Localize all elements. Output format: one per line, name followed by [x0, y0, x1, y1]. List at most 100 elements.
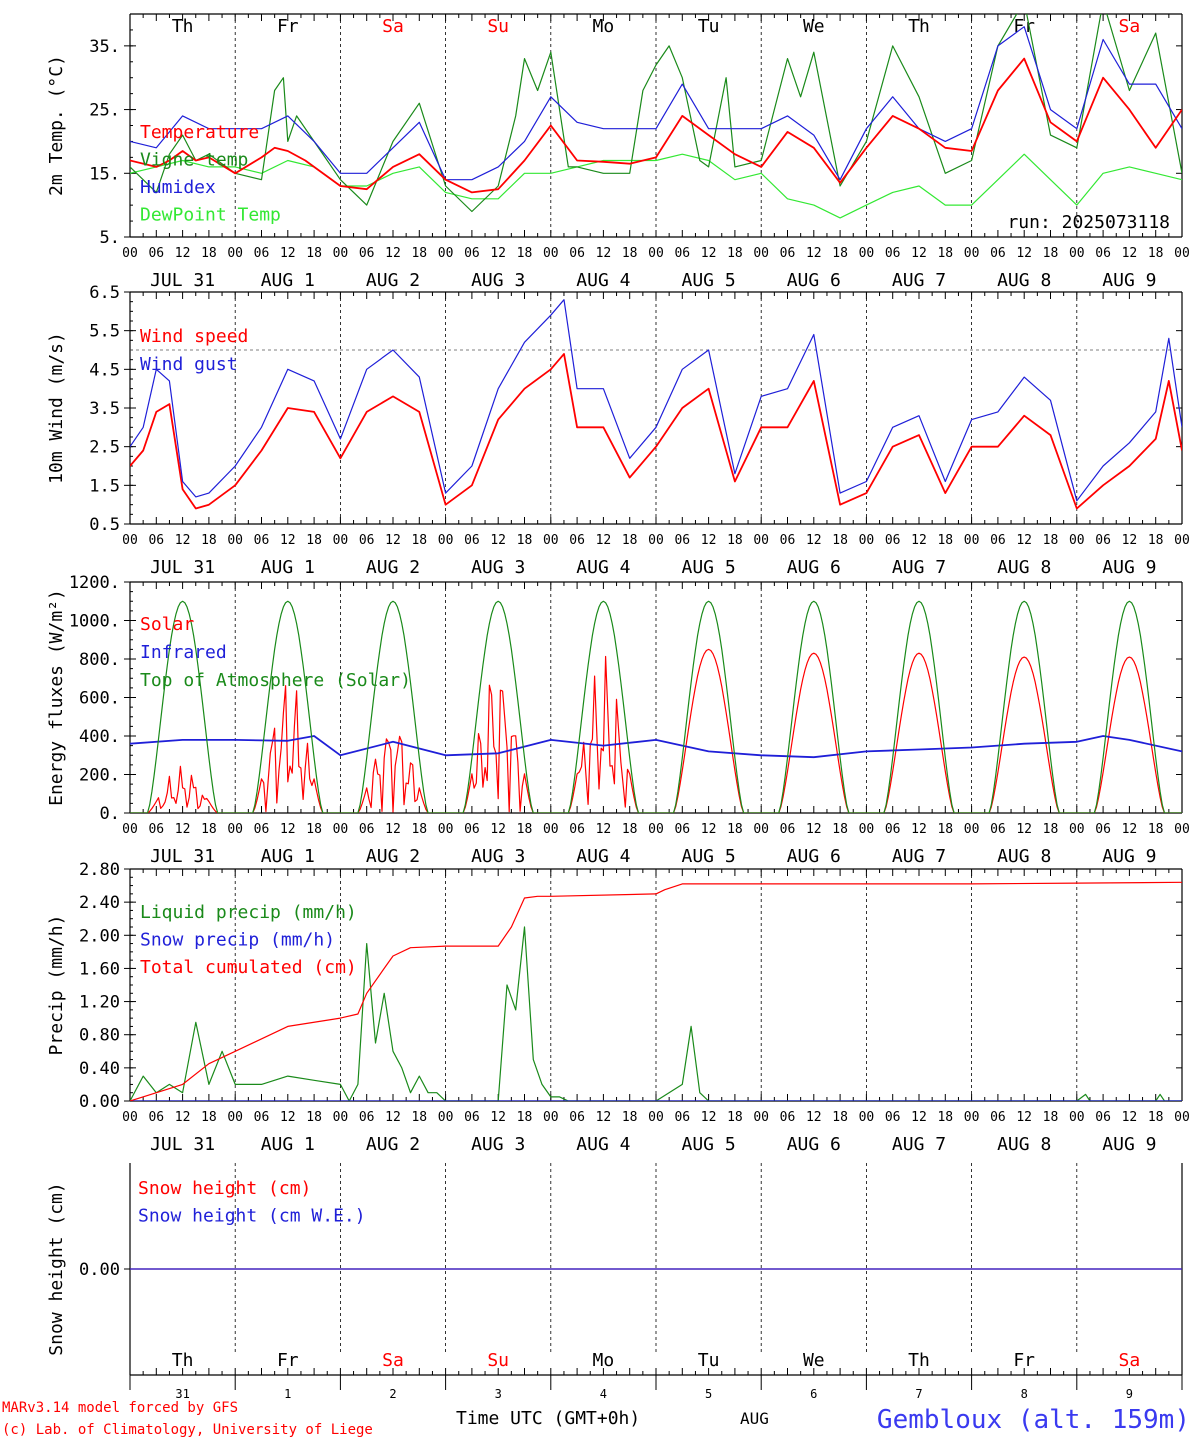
y-tick-label: 1200. — [69, 573, 120, 593]
hour-tick-label: 06 — [359, 246, 375, 261]
precip-series — [130, 881, 1182, 1101]
hour-tick-label: 00 — [648, 533, 664, 548]
y-axis-label: 2m Temp. (°C) — [46, 55, 67, 196]
hour-tick-label: 12 — [806, 533, 822, 548]
hour-tick-label: 18 — [1043, 1110, 1059, 1125]
hour-tick-label: 06 — [990, 1110, 1006, 1125]
date-label: AUG 7 — [892, 846, 946, 867]
hour-tick-label: 12 — [175, 822, 191, 837]
hour-tick-label: 00 — [438, 822, 454, 837]
hour-tick-label: 00 — [1174, 246, 1190, 261]
hour-tick-label: 00 — [1174, 533, 1190, 548]
hour-tick-label: 18 — [832, 1110, 848, 1125]
date-label: AUG 9 — [1102, 1134, 1156, 1155]
weekday-label: We — [803, 1350, 825, 1371]
hour-tick-label: 00 — [964, 533, 980, 548]
hour-tick-label: 00 — [648, 246, 664, 261]
legend-entry: Infrared — [140, 642, 227, 663]
hour-tick-label: 06 — [148, 533, 164, 548]
y-tick-label: 25. — [89, 101, 120, 121]
hour-tick-label: 00 — [1069, 246, 1085, 261]
date-label: AUG 4 — [576, 1134, 630, 1155]
y-axis-label: Precip (mm/h) — [46, 915, 67, 1056]
legend-entry: Temperature — [140, 122, 259, 143]
series-line-top-of-atmosphere-solar — [130, 600, 1182, 813]
hour-tick-label: 18 — [1148, 822, 1164, 837]
hour-tick-label: 18 — [517, 1110, 533, 1125]
series-line-liquid-precip-mm-h — [130, 926, 1182, 1101]
hour-tick-label: 00 — [964, 246, 980, 261]
wind-series — [130, 299, 1182, 510]
hour-tick-label: 18 — [306, 822, 322, 837]
date-label: JUL 31 — [150, 270, 215, 291]
hour-tick-label: 18 — [306, 533, 322, 548]
hour-tick-label: 06 — [359, 1110, 375, 1125]
hour-tick-label: 06 — [780, 1110, 796, 1125]
hour-tick-label: 06 — [148, 822, 164, 837]
hour-tick-label: 06 — [254, 246, 270, 261]
y-tick-label: 1.20 — [79, 993, 120, 1013]
hour-tick-label: 06 — [674, 246, 690, 261]
y-tick-label: 0.00 — [79, 1092, 120, 1112]
lab-credit: (c) Lab. of Climatology, University of L… — [2, 1422, 373, 1438]
date-label: AUG 8 — [997, 846, 1051, 867]
legend-entry: Humidex — [140, 177, 216, 198]
hour-tick-label: 18 — [517, 246, 533, 261]
weekday-label: Mo — [593, 16, 615, 37]
y-tick-label: 2.00 — [79, 926, 120, 946]
date-label: AUG 7 — [892, 270, 946, 291]
legend-entry: Snow precip (mm/h) — [140, 930, 335, 951]
hour-tick-label: 06 — [990, 533, 1006, 548]
model-credit: MARv3.14 model forced by GFS — [2, 1400, 238, 1416]
weekday-label: Mo — [593, 1350, 615, 1371]
hour-tick-label: 18 — [306, 1110, 322, 1125]
hour-tick-label: 00 — [333, 1110, 349, 1125]
hour-tick-label: 12 — [490, 1110, 506, 1125]
date-label: AUG 5 — [682, 270, 736, 291]
series-line-humidex — [130, 26, 1182, 181]
hour-tick-label: 12 — [280, 1110, 296, 1125]
hour-tick-label: 18 — [937, 822, 953, 837]
footer: MARv3.14 model forced by GFS (c) Lab. of… — [2, 1400, 1190, 1438]
hour-tick-label: 12 — [175, 246, 191, 261]
hour-tick-label: 00 — [1174, 822, 1190, 837]
hour-tick-label: 18 — [517, 822, 533, 837]
date-label: AUG 3 — [471, 270, 525, 291]
hour-tick-label: 18 — [411, 533, 427, 548]
y-tick-label: 0. — [100, 804, 120, 824]
weekday-label: Su — [487, 1350, 509, 1371]
day-number: 31 — [175, 1387, 189, 1401]
date-label: AUG 1 — [261, 270, 315, 291]
hour-tick-label: 00 — [964, 1110, 980, 1125]
y-tick-label: 5.5 — [89, 322, 120, 342]
date-label: AUG 3 — [471, 846, 525, 867]
hour-tick-label: 18 — [937, 1110, 953, 1125]
hour-tick-label: 06 — [1095, 1110, 1111, 1125]
legend-entry: Snow height (cm W.E.) — [138, 1206, 366, 1227]
hour-tick-label: 18 — [411, 822, 427, 837]
hour-tick-label: 12 — [701, 1110, 717, 1125]
precip-panel: 0.00 0.40 0.80 1.20 1.60 2.00 2.40 2.80 Precip (… — [46, 860, 1190, 1155]
hour-tick-label: 06 — [990, 246, 1006, 261]
day-number: 7 — [915, 1387, 922, 1401]
hour-tick-label: 06 — [780, 822, 796, 837]
day-number: 6 — [810, 1387, 817, 1401]
weekday-label: Sa — [382, 16, 404, 37]
hour-tick-label: 06 — [464, 533, 480, 548]
hour-tick-label: 06 — [254, 533, 270, 548]
hour-tick-label: 18 — [727, 533, 743, 548]
hour-tick-label: 18 — [517, 533, 533, 548]
y-tick-label: 200. — [79, 766, 120, 786]
date-label: AUG 4 — [576, 846, 630, 867]
hour-tick-label: 06 — [674, 1110, 690, 1125]
hour-tick-label: 00 — [227, 533, 243, 548]
hour-tick-label: 18 — [622, 822, 638, 837]
hour-tick-label: 06 — [359, 533, 375, 548]
hour-tick-label: 00 — [648, 822, 664, 837]
hour-tick-label: 12 — [175, 533, 191, 548]
date-label: AUG 5 — [682, 557, 736, 578]
date-label: AUG 1 — [261, 1134, 315, 1155]
hour-tick-label: 00 — [753, 533, 769, 548]
hour-tick-label: 18 — [622, 246, 638, 261]
